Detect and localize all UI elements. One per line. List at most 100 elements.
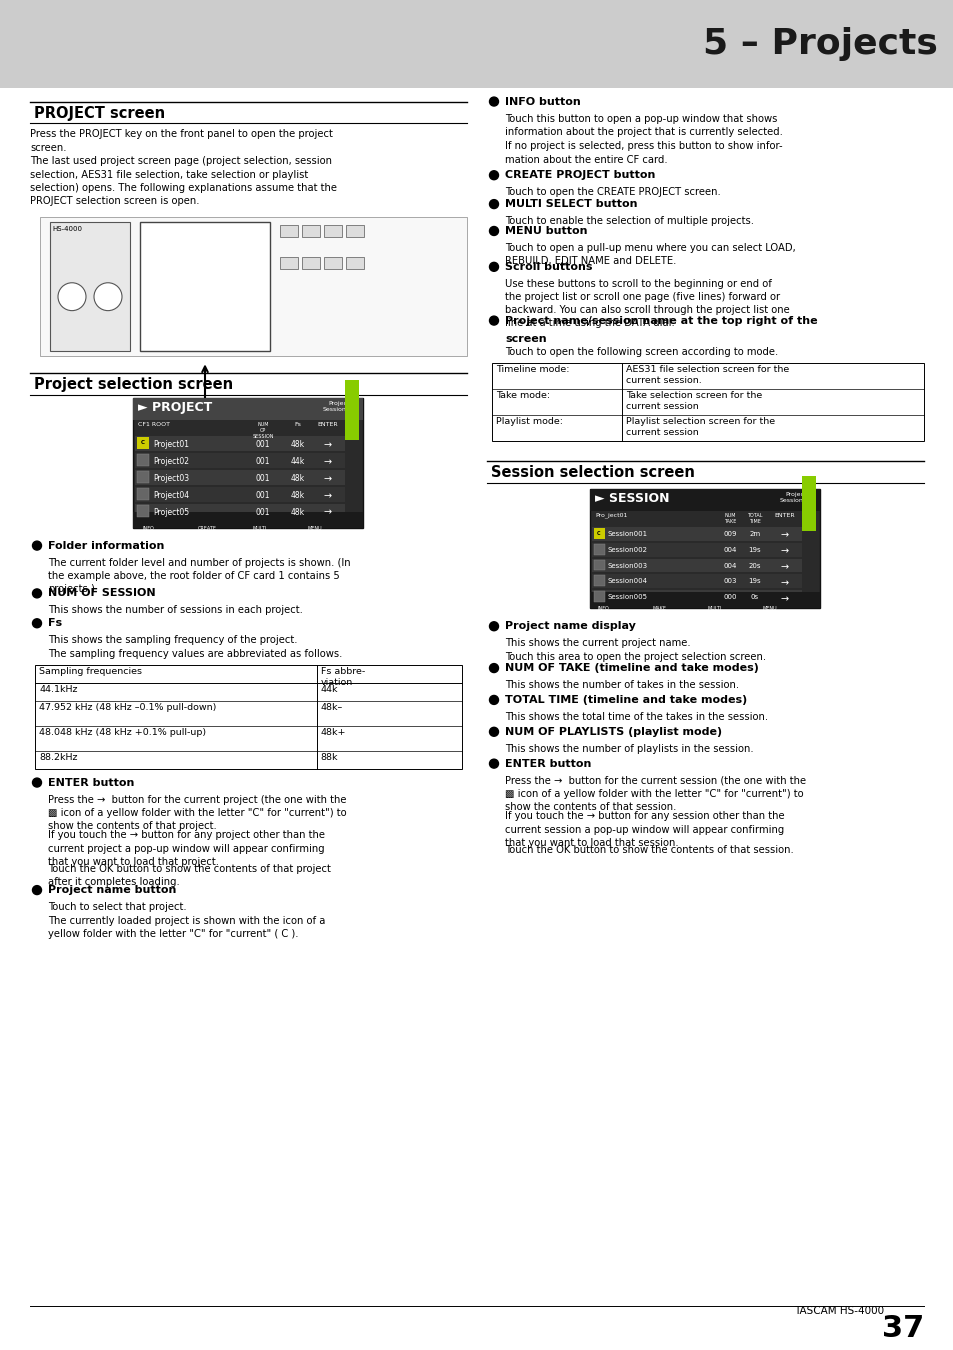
Bar: [592, 543, 801, 556]
Bar: [589, 489, 820, 609]
Text: Project name button: Project name button: [48, 886, 176, 895]
Text: ENTER: ENTER: [774, 513, 795, 518]
Text: MENU: MENU: [308, 525, 322, 531]
Text: 001: 001: [255, 491, 270, 500]
Text: →: →: [324, 440, 332, 450]
Text: 44k: 44k: [291, 458, 305, 466]
Circle shape: [489, 316, 498, 325]
Text: Take selection screen for the
current session: Take selection screen for the current se…: [625, 392, 761, 412]
Bar: [40, 217, 467, 356]
Bar: [137, 454, 149, 466]
Text: MENU: MENU: [762, 606, 777, 612]
Text: HS-4000: HS-4000: [52, 225, 82, 232]
Text: Scroll buttons: Scroll buttons: [504, 262, 592, 271]
Text: Touch to select that project.: Touch to select that project.: [48, 902, 187, 913]
Circle shape: [489, 695, 498, 705]
Text: If no project is selected, press this button to show infor-
mation about the ent: If no project is selected, press this bu…: [504, 142, 781, 165]
Text: Sampling frequencies: Sampling frequencies: [39, 667, 142, 676]
Text: Touch to enable the selection of multiple projects.: Touch to enable the selection of multipl…: [504, 216, 753, 225]
Text: 2m: 2m: [749, 531, 760, 537]
Text: Fs abbre-
viation: Fs abbre- viation: [320, 667, 365, 687]
Text: →: →: [324, 458, 332, 467]
Text: Project02: Project02: [152, 458, 189, 466]
Text: 88.2kHz: 88.2kHz: [39, 753, 77, 761]
Text: The sampling frequency values are abbreviated as follows.: The sampling frequency values are abbrev…: [48, 649, 342, 659]
Text: CREATE
PROJECT: CREATE PROJECT: [198, 525, 219, 536]
Text: If you touch the → button for any session other than the
current session a pop-u: If you touch the → button for any sessio…: [504, 811, 783, 848]
Text: Project name display: Project name display: [504, 621, 636, 632]
Text: ENTER button: ENTER button: [48, 778, 134, 787]
Text: ► SESSION: ► SESSION: [595, 491, 669, 505]
Text: 48k–: 48k–: [320, 703, 343, 711]
Text: →: →: [324, 491, 332, 501]
Text: Folder information: Folder information: [48, 540, 164, 551]
Text: C: C: [597, 531, 600, 536]
Bar: [594, 591, 604, 602]
Text: MENU button: MENU button: [504, 225, 587, 236]
Text: screen: screen: [504, 333, 546, 343]
Text: 47.952 kHz (48 kHz –0.1% pull-down): 47.952 kHz (48 kHz –0.1% pull-down): [39, 703, 216, 711]
Text: INFO button: INFO button: [504, 97, 580, 107]
Circle shape: [489, 622, 498, 630]
Text: NUM
CP
SESSION: NUM CP SESSION: [252, 423, 274, 439]
Bar: [280, 256, 297, 269]
Text: The currently loaded project is shown with the icon of a
yellow folder with the : The currently loaded project is shown wi…: [48, 917, 325, 940]
Circle shape: [32, 886, 42, 895]
Text: MAKE
SESSION: MAKE SESSION: [652, 606, 674, 617]
Circle shape: [489, 97, 498, 107]
Text: Touch to open the CREATE PROJECT screen.: Touch to open the CREATE PROJECT screen.: [504, 188, 720, 197]
Bar: [280, 225, 297, 238]
Bar: [50, 221, 130, 351]
Text: Session004: Session004: [607, 578, 647, 585]
Text: Session selection screen: Session selection screen: [491, 464, 694, 481]
Text: Project03: Project03: [152, 474, 189, 483]
Text: Pro_ject01: Pro_ject01: [595, 513, 627, 518]
Text: Press the PROJECT key on the front panel to open the project
screen.: Press the PROJECT key on the front panel…: [30, 130, 333, 153]
Bar: [594, 575, 604, 586]
Bar: [324, 256, 341, 269]
Text: Session003: Session003: [607, 563, 647, 568]
Bar: [137, 437, 149, 450]
Text: 48.048 kHz (48 kHz +0.1% pull-up): 48.048 kHz (48 kHz +0.1% pull-up): [39, 728, 206, 737]
Text: 001: 001: [255, 440, 270, 450]
Text: 19s: 19s: [748, 547, 760, 552]
Text: 48k: 48k: [291, 491, 305, 500]
Bar: [345, 381, 358, 440]
Text: Project01
Session001: Project01 Session001: [779, 491, 814, 502]
Text: CF1 ROOT: CF1 ROOT: [138, 423, 170, 427]
Text: Playlist selection screen for the
current session: Playlist selection screen for the curren…: [625, 417, 774, 437]
Text: 88k: 88k: [320, 753, 338, 761]
Text: →: →: [781, 594, 788, 605]
Text: PROJECT screen: PROJECT screen: [34, 105, 165, 120]
Bar: [0, 0, 953, 88]
Bar: [594, 528, 604, 539]
Text: →: →: [324, 474, 332, 483]
Text: Project04: Project04: [152, 491, 189, 500]
Text: Session002: Session002: [607, 547, 647, 552]
Bar: [592, 590, 801, 605]
Text: ENTER: ENTER: [317, 423, 338, 427]
Circle shape: [489, 170, 498, 180]
Text: 004: 004: [722, 563, 736, 568]
Text: Touch the OK button to show the contents of that project
after it completes load: Touch the OK button to show the contents…: [48, 864, 331, 887]
Text: Timeline mode:: Timeline mode:: [496, 366, 569, 374]
Text: CREATE PROJECT button: CREATE PROJECT button: [504, 170, 655, 181]
Circle shape: [489, 200, 498, 209]
Circle shape: [32, 618, 42, 628]
Text: INFO: INFO: [143, 525, 154, 531]
Bar: [135, 454, 345, 468]
Bar: [132, 512, 363, 528]
Text: Press the →  button for the current session (the one with the
▩ icon of a yellow: Press the → button for the current sessi…: [504, 776, 805, 811]
Bar: [135, 436, 345, 451]
Bar: [346, 225, 364, 238]
Circle shape: [32, 778, 42, 787]
Text: Playlist mode:: Playlist mode:: [496, 417, 562, 427]
Text: Take mode:: Take mode:: [496, 392, 550, 401]
Text: Session001: Session001: [607, 531, 647, 537]
Text: →: →: [781, 547, 788, 556]
Circle shape: [489, 759, 498, 768]
Text: The current folder level and number of projects is shown. (In
the example above,: The current folder level and number of p…: [48, 558, 351, 594]
Bar: [592, 526, 801, 540]
Text: TASCAM HS-4000: TASCAM HS-4000: [793, 1307, 883, 1316]
Text: 48k+: 48k+: [320, 728, 346, 737]
